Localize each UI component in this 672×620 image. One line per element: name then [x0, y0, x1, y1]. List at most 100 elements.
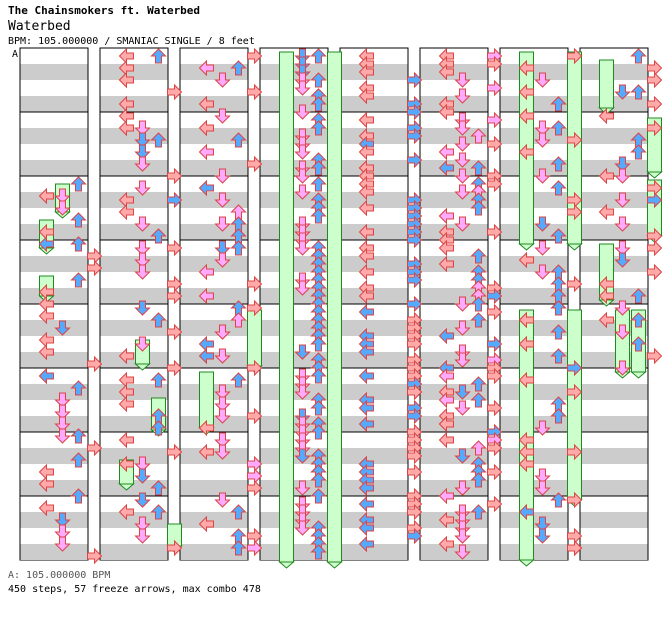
step-arrow [87, 355, 103, 373]
step-arrow [247, 539, 263, 557]
step-arrow [247, 155, 263, 173]
step-arrow [438, 431, 454, 449]
step-arrow [198, 443, 214, 461]
step-arrow [470, 504, 487, 520]
step-arrow [487, 463, 503, 481]
step-arrow [358, 303, 374, 321]
step-arrow [87, 259, 103, 277]
measure-stripe [20, 96, 88, 112]
step-arrow [310, 400, 327, 416]
step-arrow [614, 360, 631, 376]
freeze-tail [518, 243, 535, 251]
step-arrow [310, 72, 327, 88]
step-arrow [550, 156, 567, 172]
measure-stripe [20, 160, 88, 176]
step-arrow [134, 180, 151, 196]
step-arrow [70, 176, 87, 192]
step-arrow [294, 448, 311, 464]
step-arrow [518, 371, 534, 389]
step-arrow [358, 535, 374, 553]
step-arrow [407, 231, 423, 249]
step-arrow [438, 391, 454, 409]
step-arrow [550, 300, 567, 316]
step-arrow [487, 367, 503, 385]
measure-stripe [340, 256, 408, 272]
freeze-tail [326, 561, 343, 569]
step-arrow [310, 424, 327, 440]
measure-stripe [180, 448, 248, 464]
freeze-tail [630, 371, 647, 379]
step-arrow [438, 103, 454, 121]
step-arrow [358, 415, 374, 433]
step-arrow [247, 47, 263, 65]
step-arrow [438, 535, 454, 553]
step-arrow [614, 84, 631, 100]
step-arrow [70, 380, 87, 396]
step-arrow [214, 252, 231, 268]
step-arrow [118, 119, 134, 137]
step-arrow [438, 415, 454, 433]
step-arrow [454, 544, 471, 560]
step-arrow [407, 295, 423, 313]
step-arrow [438, 487, 454, 505]
step-arrow [470, 200, 487, 216]
step-arrow [38, 475, 54, 493]
freeze-arrow [599, 59, 614, 109]
step-arrow [518, 311, 534, 329]
measure-stripe [500, 256, 568, 272]
step-arrow [214, 324, 231, 340]
bpm-marker: A [12, 49, 18, 60]
step-arrow [118, 455, 134, 473]
step-arrow [454, 448, 471, 464]
step-arrow [407, 103, 423, 121]
measure-stripe [180, 352, 248, 368]
step-arrow [70, 452, 87, 468]
measure-stripe [100, 352, 168, 368]
step-arrow [118, 503, 134, 521]
step-arrow [454, 152, 471, 168]
step-arrow [567, 539, 583, 557]
measure-stripe [420, 480, 488, 496]
step-arrow [454, 216, 471, 232]
step-arrow [407, 271, 423, 289]
step-arrow [487, 223, 503, 241]
step-arrow [230, 540, 247, 556]
measure-stripe [580, 448, 648, 464]
step-arrow [54, 428, 71, 444]
step-arrow [358, 111, 374, 129]
step-arrow [534, 240, 551, 256]
step-arrow [358, 495, 374, 513]
step-arrow [134, 120, 151, 136]
step-arrow [134, 156, 151, 172]
step-arrow [534, 132, 551, 148]
step-arrow [134, 300, 151, 316]
step-arrow [198, 419, 214, 437]
step-arrow [487, 495, 503, 513]
step-arrow [150, 48, 167, 64]
step-arrow [647, 191, 663, 209]
step-arrow [407, 463, 423, 481]
measure-stripe [20, 544, 88, 560]
measure-stripe [100, 416, 168, 432]
step-arrow [38, 307, 54, 325]
step-arrow [630, 312, 647, 328]
step-arrow [54, 512, 71, 528]
freeze-arrow [199, 371, 214, 429]
measure-stripe [580, 384, 648, 400]
step-arrow [470, 376, 487, 392]
step-arrow [247, 299, 263, 317]
step-arrow [310, 96, 327, 112]
measure-stripe [180, 64, 248, 80]
step-arrow [230, 504, 247, 520]
step-arrow [214, 240, 231, 256]
step-arrow [230, 312, 247, 328]
step-arrow [198, 95, 214, 113]
step-arrow [487, 287, 503, 305]
step-arrow [134, 264, 151, 280]
step-arrow [214, 384, 231, 400]
step-arrow [454, 296, 471, 312]
measure-stripe [100, 448, 168, 464]
step-arrow [454, 136, 471, 152]
step-arrow [87, 547, 103, 565]
measure-stripe [340, 448, 408, 464]
